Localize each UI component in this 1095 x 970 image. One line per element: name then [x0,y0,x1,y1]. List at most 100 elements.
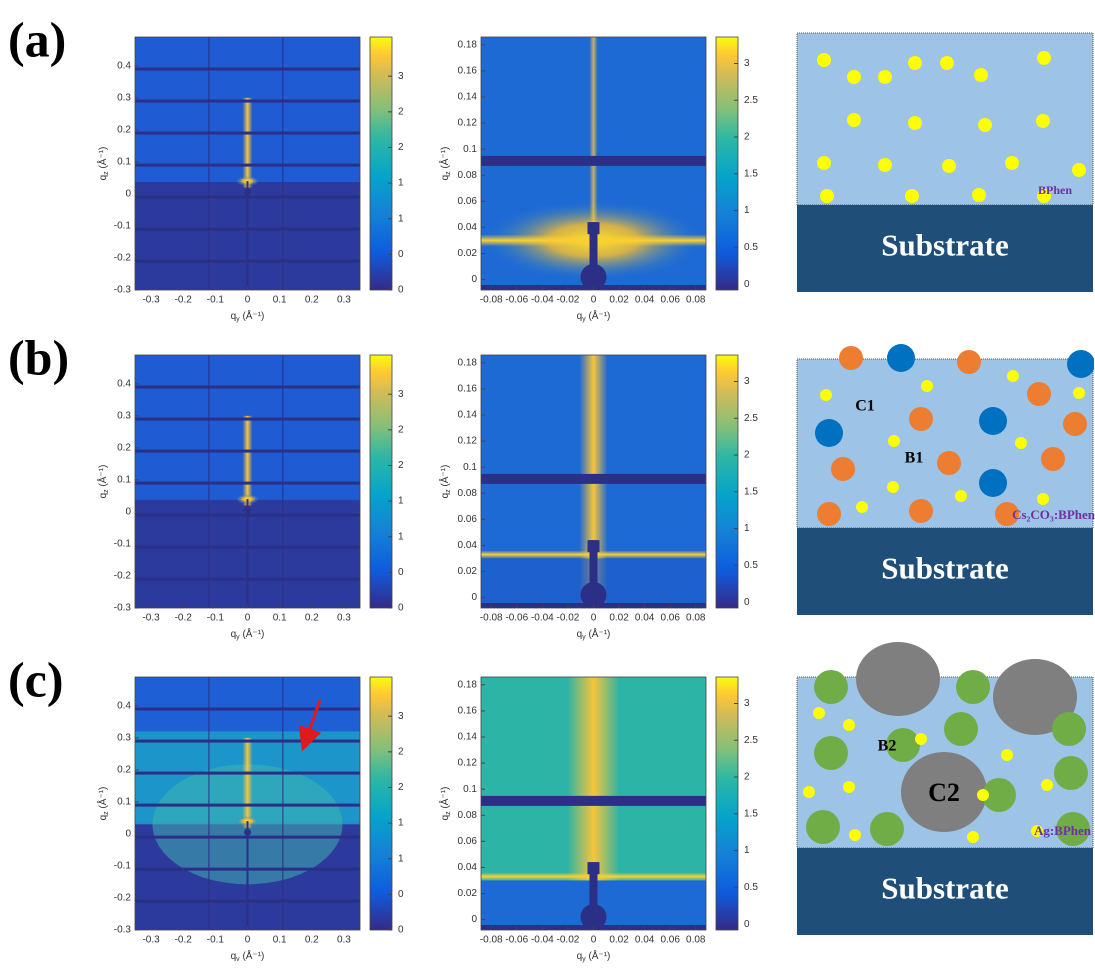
axis-label: qv (Å⁻¹) [231,949,265,963]
particle [915,733,927,745]
colorbar-tick-label: 2 [398,460,404,471]
colorbar-tick-label: 1.5 [744,168,758,179]
heatmap [481,677,706,930]
y-tick-label: -0.2 [114,893,132,904]
schematic-label: B1 [905,450,924,467]
schematic-label: BPhen [1038,183,1072,197]
axis-label: qz (Å⁻¹) [96,787,110,821]
detector-gap [135,164,360,167]
substrate-label: Substrate [881,871,1008,906]
y-tick-label: 0.08 [458,488,478,499]
substrate-label: Substrate [881,228,1008,263]
axis-unit: (Å⁻¹) [240,309,265,322]
x-tick-label: 0.02 [609,295,629,306]
beamstop-top [588,540,600,552]
axis-label: qz (Å⁻¹) [96,147,110,181]
axis-unit: (Å⁻¹) [240,627,265,640]
x-tick-label: 0.06 [660,935,680,946]
axis-label: qy (Å⁻¹) [231,627,265,641]
beamstop-top [588,222,600,234]
axis-label: qy (Å⁻¹) [577,949,611,963]
x-tick-label: -0.04 [531,935,554,946]
heat-streak [243,738,253,828]
particle [967,831,979,843]
particle [972,188,986,202]
colorbar-tick-label: 1 [398,496,404,507]
particle [817,53,831,67]
colorbar-tick-label: 3 [398,711,404,722]
particle [1036,114,1050,128]
detector-gap [135,100,360,103]
y-tick-label: -0.1 [114,221,132,232]
detector-gap [135,418,360,421]
colorbar [370,37,392,290]
x-tick-label: 0 [591,295,597,306]
particle [814,670,848,704]
y-tick-label: 0 [471,274,477,285]
axis-unit: (Å⁻¹) [240,949,265,962]
particle [847,70,861,84]
y-tick-label: 0.1 [117,157,131,168]
heatmap [481,355,706,608]
schematic-label: C2 [928,778,960,807]
particle [813,707,825,719]
colorbar-tick-label: 0 [744,279,750,290]
x-tick-label: -0.04 [531,613,554,624]
particle [847,113,861,127]
particle [814,736,848,770]
colorbar-tick-label: 2 [744,132,750,143]
axis-unit: (Å⁻¹) [586,309,611,322]
x-tick-label: -0.08 [480,935,503,946]
x-tick-label: -0.3 [142,295,160,306]
colorbar-tick-label: 2 [398,746,404,757]
y-tick-label: -0.2 [114,571,132,582]
particle [979,469,1007,497]
axis-label: qz (Å⁻¹) [438,465,452,499]
detector-gap [135,132,360,135]
x-tick-label: 0.3 [337,935,351,946]
particle [1063,412,1087,436]
particle [856,501,868,513]
particle [942,159,956,173]
colorbar-tick-label: 3 [744,376,750,387]
x-tick-label: -0.02 [557,613,580,624]
x-tick-label: 0.04 [635,935,655,946]
detector-gap [481,474,706,484]
particle [831,457,855,481]
y-tick-label: 0.12 [458,118,478,129]
particle [887,344,915,372]
colorbar-tick-label: 2.5 [744,95,758,106]
panel-row: (c)-0.3-0.2-0.100.10.20.3-0.3-0.2-0.100.… [8,642,1093,963]
colorbar-tick-label: 1.5 [744,808,758,819]
x-tick-label: -0.06 [505,613,528,624]
x-tick-label: 0.02 [609,613,629,624]
x-tick-label: 0.1 [273,613,287,624]
particle [978,118,992,132]
y-tick-label: 0.18 [458,39,478,50]
axis-label: qz (Å⁻¹) [438,147,452,181]
axis-label: qy (Å⁻¹) [577,627,611,641]
x-tick-label: -0.04 [531,295,554,306]
x-tick-label: 0.2 [305,935,319,946]
particle [1007,370,1019,382]
detector-gap [135,450,360,453]
particle [1073,387,1085,399]
particle [1015,437,1027,449]
heat-streak [243,416,253,506]
y-tick-label: 0 [125,507,131,518]
particle [820,389,832,401]
particle [977,789,989,801]
y-tick-label: 0.1 [463,462,477,473]
detector-gap [481,796,706,806]
y-tick-label: 0 [471,914,477,925]
y-tick-label: 0.16 [458,66,478,77]
colorbar-tick-label: 0 [398,567,404,578]
detector-gap [481,156,706,166]
schematic-label: C1 [855,398,875,415]
y-tick-label: 0.4 [117,60,131,71]
x-tick-label: 0.08 [686,613,706,624]
particle [974,68,988,82]
axis-unit: (Å⁻¹) [96,787,109,812]
colorbar-tick-label: 0 [398,603,404,614]
x-tick-label: 0.1 [273,295,287,306]
